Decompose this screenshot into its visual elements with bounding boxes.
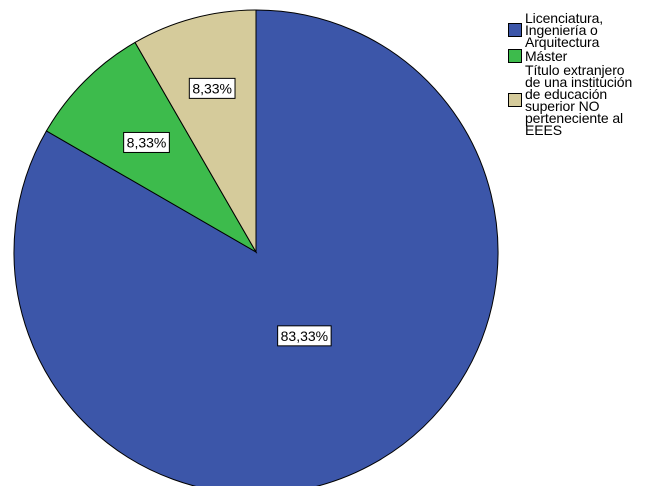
legend-label-titulo-extranjero: Título extranjero de una institución de … <box>525 62 633 138</box>
data-label-text-master: 8,33% <box>127 134 167 150</box>
legend-label-master: Máster <box>525 48 568 64</box>
legend-swatch-master <box>508 49 522 63</box>
legend-entry-licenciatura: Licenciatura, Ingeniería o Arquitectura <box>508 10 672 50</box>
legend-entry-master: Máster <box>508 49 672 63</box>
data-label-titulo-extranjero: 8,33% <box>188 77 236 99</box>
data-label-box-licenciatura <box>277 325 332 347</box>
legend-entry-titulo-extranjero: Título extranjero de una institución de … <box>508 62 672 138</box>
data-label-box-master <box>123 131 170 153</box>
legend: Licenciatura, Ingeniería o Arquitectura … <box>508 10 672 138</box>
pie-slice-titulo-extranjero <box>134 9 257 254</box>
legend-label-licenciatura: Licenciatura, Ingeniería o Arquitectura <box>525 10 604 50</box>
data-label-text-licenciatura: 83,33% <box>281 328 328 344</box>
data-label-licenciatura: 83,33% <box>277 325 332 347</box>
data-label-text-titulo-extranjero: 8,33% <box>192 80 232 96</box>
legend-swatch-titulo-extranjero <box>508 93 522 107</box>
data-label-master: 8,33% <box>123 131 170 153</box>
data-label-box-titulo-extranjero <box>188 77 236 99</box>
pie-slice-licenciatura <box>13 9 499 486</box>
legend-swatch-licenciatura <box>508 23 522 37</box>
